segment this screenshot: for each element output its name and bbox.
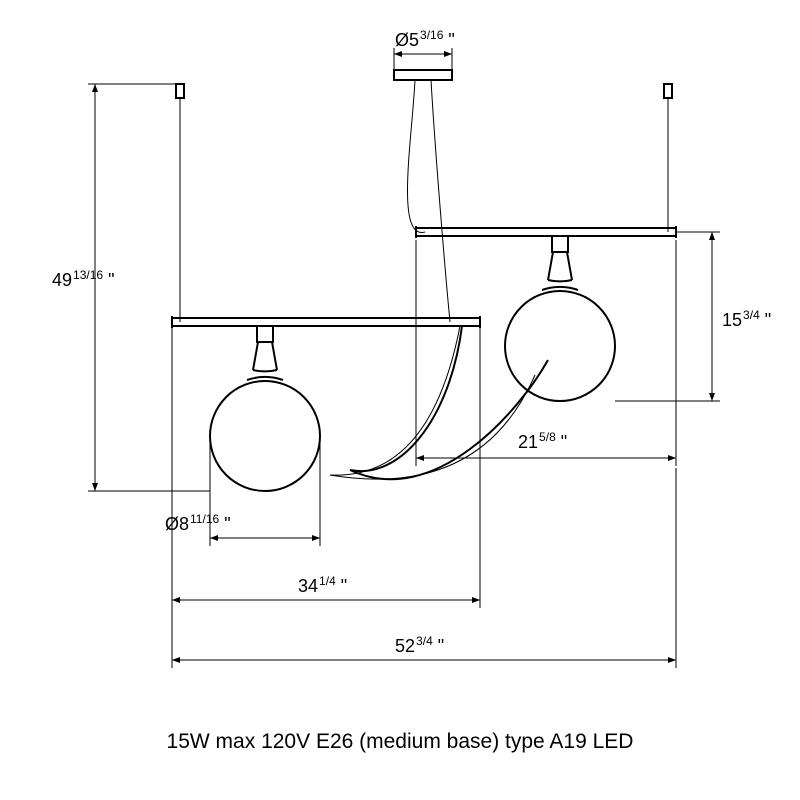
total-width-label: 523/4 "	[395, 634, 444, 657]
left-bar-label: 341/4 "	[298, 574, 347, 597]
right-bar-label: 215/8 "	[518, 430, 567, 453]
globe-diameter-label: Ø811/16 "	[165, 512, 231, 535]
canopy-diameter-label: Ø53/16 "	[395, 28, 455, 51]
right-drop-label: 153/4 "	[722, 308, 771, 331]
spec-text: 15W max 120V E26 (medium base) type A19 …	[0, 730, 800, 754]
fixture-diagram	[0, 0, 800, 800]
total-height-label: 4913/16 "	[52, 268, 115, 291]
